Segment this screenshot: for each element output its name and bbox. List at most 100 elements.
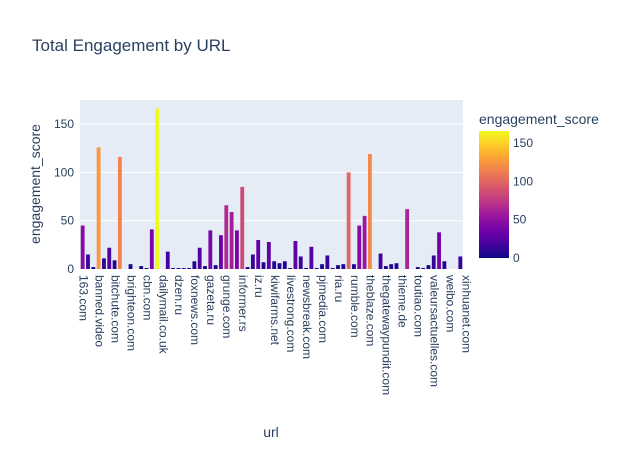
y-axis-title: engagement_score xyxy=(27,124,43,244)
bar xyxy=(282,261,287,269)
bar xyxy=(362,215,367,269)
bar xyxy=(208,230,213,269)
x-axis-ticks: 163.com banned.video bitchute.com brighteon… xyxy=(76,274,473,395)
bar xyxy=(165,251,170,269)
bar xyxy=(431,255,436,269)
x-axis-title: url xyxy=(263,424,279,440)
bar xyxy=(367,154,372,269)
bar xyxy=(288,268,293,269)
x-tick-label: bitchute.com xyxy=(108,275,122,343)
bar xyxy=(261,262,266,269)
bar xyxy=(383,266,388,269)
bar xyxy=(442,261,447,269)
x-tick-label: valeursactuelles.com xyxy=(428,275,442,387)
bar xyxy=(245,267,250,269)
bar xyxy=(181,268,186,269)
x-tick-label: thegatewaypundit.com xyxy=(380,275,394,395)
bar xyxy=(250,254,255,269)
x-tick-label: pjmedia.com xyxy=(316,275,330,343)
bar xyxy=(128,264,133,269)
bar xyxy=(325,255,330,269)
x-tick-label: xinhuanet.com xyxy=(459,275,473,353)
bar xyxy=(139,266,144,269)
bar xyxy=(240,186,245,269)
bar xyxy=(304,268,308,269)
bar xyxy=(405,209,410,269)
bar xyxy=(314,268,319,269)
bar xyxy=(458,256,463,269)
x-tick-label: rumble.com xyxy=(348,275,362,338)
y-tick-label: 150 xyxy=(54,117,74,131)
bar xyxy=(272,261,277,269)
bar xyxy=(266,241,271,269)
bar xyxy=(224,205,229,269)
bar xyxy=(352,264,356,269)
x-tick-label: dailymail.co.uk xyxy=(156,275,170,355)
bar xyxy=(394,263,399,269)
colorbar-tick-label: 0 xyxy=(513,251,520,265)
bar xyxy=(203,266,207,269)
colorbar-tick-label: 150 xyxy=(513,136,533,150)
colorbar-tick-label: 50 xyxy=(513,213,527,227)
x-tick-label: livestrong.com xyxy=(284,275,298,352)
bar xyxy=(437,232,441,269)
x-tick-label: thieme.de xyxy=(396,275,410,328)
colorbar xyxy=(479,131,509,258)
colorbar-title: engagement_score xyxy=(479,111,599,127)
bar xyxy=(171,268,176,269)
x-tick-label: gazeta.ru xyxy=(204,275,218,325)
bar xyxy=(309,246,314,269)
x-tick-label: grunge.com xyxy=(220,275,234,338)
y-tick-label: 0 xyxy=(67,262,74,276)
x-tick-label: cbn.com xyxy=(140,275,154,320)
bar xyxy=(213,265,218,269)
bar xyxy=(197,247,202,269)
x-tick-label: brighteon.com xyxy=(124,275,138,351)
bar xyxy=(256,240,261,269)
bar xyxy=(320,264,324,269)
bars xyxy=(80,108,463,269)
y-tick-label: 100 xyxy=(54,165,74,179)
bar xyxy=(219,235,223,269)
bar xyxy=(341,264,346,269)
y-gridlines xyxy=(80,123,463,222)
bar xyxy=(357,225,362,269)
bar xyxy=(149,229,154,269)
x-tick-label: toutiao.com xyxy=(412,275,426,337)
bar xyxy=(112,260,117,269)
bar xyxy=(298,256,303,269)
bar xyxy=(277,263,282,269)
bar xyxy=(229,212,234,269)
x-tick-label: theblaze.com xyxy=(364,275,378,346)
bar xyxy=(176,268,181,269)
y-tick-label: 50 xyxy=(61,214,75,228)
bar xyxy=(144,268,149,269)
bar xyxy=(80,225,85,269)
bar xyxy=(421,268,426,269)
bar xyxy=(330,268,335,269)
x-tick-label: 163.com xyxy=(76,275,90,321)
plot-background xyxy=(80,100,463,269)
x-tick-label: banned.video xyxy=(92,275,106,347)
bar xyxy=(86,254,90,269)
bar xyxy=(187,268,191,269)
x-tick-label: foxnews.com xyxy=(188,275,202,345)
bar xyxy=(293,240,298,269)
bar xyxy=(107,247,112,269)
x-tick-label: kiwifarms.net xyxy=(268,275,282,346)
x-tick-label: newsbreak.com xyxy=(300,275,314,359)
x-tick-label: informer.rs xyxy=(236,275,250,332)
bar xyxy=(426,265,431,269)
chart-title: Total Engagement by URL xyxy=(32,36,230,55)
bar xyxy=(155,108,160,269)
x-tick-label: ria.ru xyxy=(332,275,346,302)
x-tick-label: dzen.ru xyxy=(172,275,186,315)
bar xyxy=(415,267,420,269)
bar xyxy=(91,267,96,269)
colorbar-ticks: 0 50 100 150 xyxy=(513,136,533,265)
x-tick-label: iz.ru xyxy=(252,275,266,298)
bar xyxy=(336,265,340,269)
bar xyxy=(389,264,394,269)
